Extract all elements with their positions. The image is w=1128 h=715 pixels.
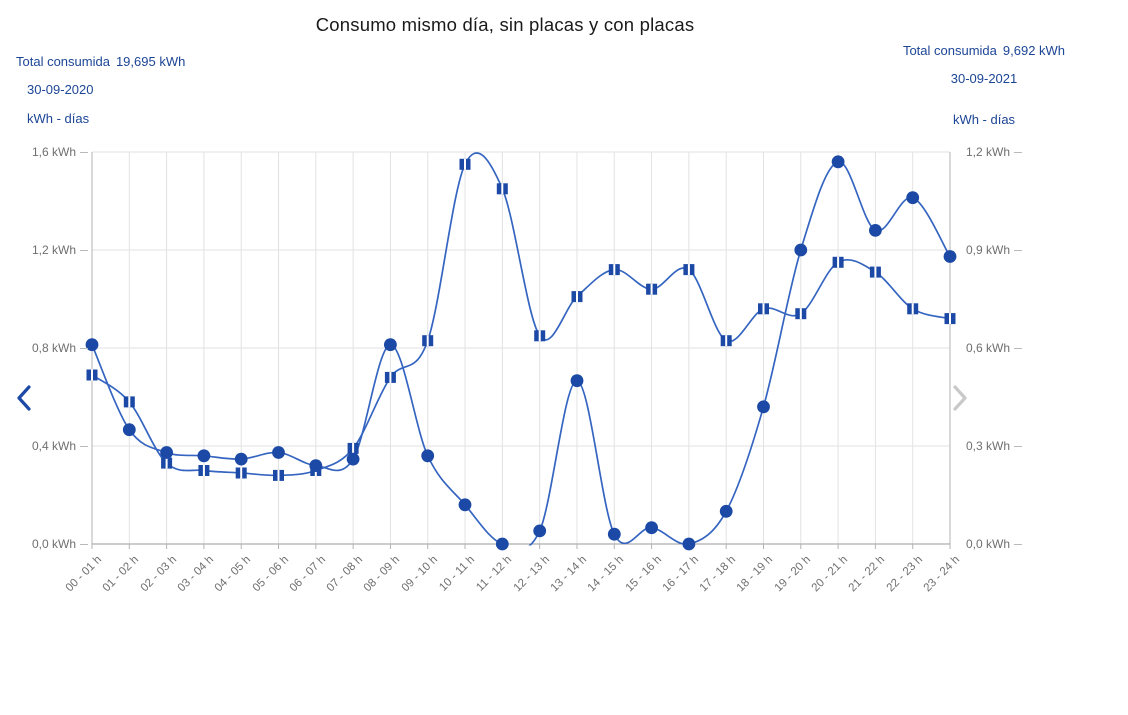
marker-square-gap (389, 371, 392, 383)
date-left: 30-09-2020 (27, 82, 94, 97)
marker-circle-30-09-2021[interactable] (719, 504, 733, 518)
marker-square-gap (799, 308, 802, 320)
marker-circle-30-09-2021[interactable] (757, 400, 770, 414)
tick-label-text: 0,9 kWh (966, 243, 1011, 257)
marker-square-gap (687, 264, 690, 276)
tick-dash (1014, 347, 1023, 349)
right-axis-tick-label: 0,3 kWh (966, 438, 1023, 454)
marker-square-gap (240, 467, 243, 479)
marker-circle-30-09-2021[interactable] (906, 191, 920, 205)
marker-square-gap (464, 158, 466, 170)
tick-dash (1014, 249, 1023, 251)
tick-dash (80, 151, 88, 153)
marker-circle-30-09-2021[interactable] (384, 338, 397, 352)
right-axis-tick-label: 0,6 kWh (966, 340, 1023, 356)
tick-label-text: 0,0 kWh (31, 537, 76, 551)
tick-label-text: 1,2 kWh (31, 243, 76, 257)
marker-square-gap (501, 183, 504, 195)
date-right: 30-09-2021 (950, 71, 1018, 86)
chevron-right-icon (953, 385, 967, 411)
total-consumed-left-label: Total consumida (16, 54, 110, 69)
total-consumed-right: Total consumida 9,692 kWh (899, 43, 1069, 58)
series-line-30-09-2020 (91, 152, 951, 477)
marker-circle-30-09-2021[interactable] (682, 537, 696, 551)
marker-square-gap (538, 330, 541, 342)
marker-circle-30-09-2021[interactable] (943, 250, 957, 263)
tick-dash (1014, 543, 1023, 545)
marker-square-gap (613, 264, 616, 276)
marker-circle-30-09-2021[interactable] (309, 459, 323, 472)
tick-dash (80, 249, 88, 251)
left-axis-tick-label: 1,2 kWh (10, 242, 88, 258)
units-right: kWh - días (952, 112, 1016, 127)
total-consumed-right-value: 9,692 kWh (1002, 43, 1066, 58)
marker-circle-30-09-2021[interactable] (645, 521, 658, 535)
right-axis-tick-label: 0,0 kWh (966, 536, 1023, 552)
units-left: kWh - días (27, 111, 90, 126)
tick-label-text: 1,2 kWh (966, 145, 1011, 159)
right-axis-tick-label: 1,2 kWh (966, 144, 1023, 160)
marker-square-gap (165, 457, 168, 469)
marker-circle-30-09-2021[interactable] (458, 498, 472, 512)
tick-label-text: 0,3 kWh (966, 439, 1011, 453)
marker-circle-30-09-2021[interactable] (607, 527, 621, 541)
marker-square-gap (837, 256, 840, 268)
marker-circle-30-09-2021[interactable] (794, 243, 808, 257)
total-consumed-left-value: 19,695 kWh (115, 54, 186, 69)
total-consumed-right-label: Total consumida (902, 43, 997, 58)
marker-square-gap (202, 465, 205, 476)
tick-dash (80, 543, 88, 545)
next-day-button[interactable] (949, 384, 971, 412)
right-axis-tick-label: 0,9 kWh (966, 242, 1023, 258)
tick-dash (80, 347, 88, 349)
marker-circle-30-09-2021[interactable] (495, 537, 509, 551)
marker-square-gap (725, 335, 728, 347)
marker-square-gap (650, 283, 653, 295)
marker-circle-30-09-2021[interactable] (122, 423, 136, 437)
tick-label-text: 0,4 kWh (31, 439, 76, 453)
chart-title: Consumo mismo día, sin placas y con plac… (315, 14, 695, 35)
marker-square-gap (874, 266, 877, 278)
tick-dash (1014, 151, 1023, 153)
marker-square-gap (949, 313, 951, 325)
left-axis-tick-label: 0,0 kWh (10, 536, 88, 552)
tick-label-text: 0,8 kWh (31, 341, 76, 355)
marker-circle-30-09-2021[interactable] (421, 449, 435, 463)
marker-circle-30-09-2021[interactable] (85, 338, 99, 352)
marker-square-gap (576, 291, 578, 303)
marker-square-gap (91, 369, 93, 381)
marker-circle-30-09-2021[interactable] (570, 374, 584, 388)
marker-circle-30-09-2021[interactable] (831, 155, 845, 169)
marker-square-gap (277, 469, 280, 481)
left-axis-tick-label: 0,4 kWh (10, 438, 88, 454)
marker-square-gap (352, 442, 355, 454)
chevron-left-icon (17, 385, 31, 411)
left-axis-tick-label: 0,8 kWh (10, 340, 88, 356)
marker-circle-30-09-2021[interactable] (533, 524, 547, 538)
marker-square-gap (762, 303, 765, 315)
tick-label-text: 1,6 kWh (31, 145, 76, 159)
marker-square-gap (128, 396, 131, 408)
tick-dash (80, 445, 88, 447)
marker-circle-30-09-2021[interactable] (272, 446, 285, 459)
prev-day-button[interactable] (13, 384, 35, 412)
tick-dash (1014, 445, 1023, 447)
series-line-30-09-2021 (91, 160, 951, 546)
marker-circle-30-09-2021[interactable] (160, 446, 174, 459)
left-axis-tick-label: 1,6 kWh (10, 144, 88, 160)
tick-label-text: 0,0 kWh (966, 537, 1011, 551)
marker-circle-30-09-2021[interactable] (346, 452, 360, 466)
marker-circle-30-09-2021[interactable] (197, 449, 211, 463)
marker-circle-30-09-2021[interactable] (869, 224, 882, 237)
marker-square-gap (911, 303, 914, 315)
total-consumed-left: Total consumida 19,695 kWh (16, 54, 185, 69)
marker-circle-30-09-2021[interactable] (234, 452, 248, 466)
marker-square-gap (426, 335, 429, 347)
tick-label-text: 0,6 kWh (966, 341, 1011, 355)
